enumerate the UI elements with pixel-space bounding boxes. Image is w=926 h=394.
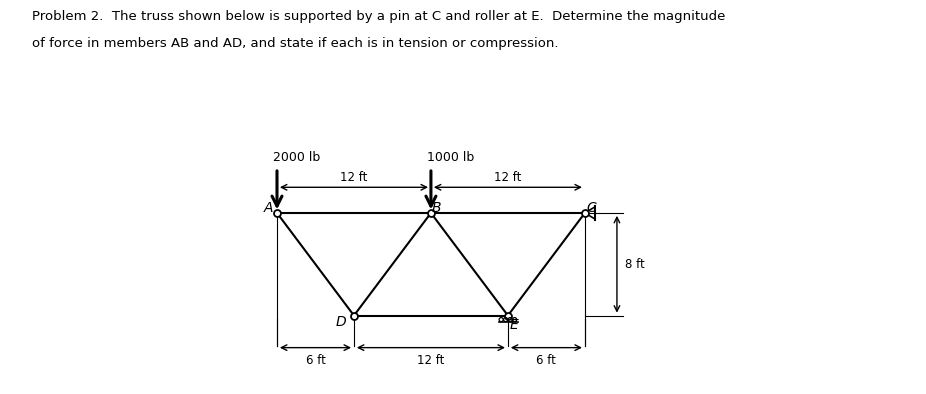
Text: A: A xyxy=(263,201,273,215)
Text: 2000 lb: 2000 lb xyxy=(273,151,320,164)
Text: D: D xyxy=(336,315,346,329)
Text: 12 ft: 12 ft xyxy=(340,171,368,184)
Text: Problem 2.  The truss shown below is supported by a pin at C and roller at E.  D: Problem 2. The truss shown below is supp… xyxy=(32,10,726,23)
Text: 12 ft: 12 ft xyxy=(494,171,521,184)
Text: of force in members AB and AD, and state if each is in tension or compression.: of force in members AB and AD, and state… xyxy=(32,37,559,50)
Text: 8 ft: 8 ft xyxy=(625,258,644,271)
Text: B: B xyxy=(432,201,441,215)
Text: C: C xyxy=(586,201,596,215)
Text: 6 ft: 6 ft xyxy=(306,354,325,367)
Text: 6 ft: 6 ft xyxy=(536,354,557,367)
Text: 1000 lb: 1000 lb xyxy=(427,151,474,164)
Text: 12 ft: 12 ft xyxy=(418,354,444,367)
Text: E: E xyxy=(510,318,519,331)
